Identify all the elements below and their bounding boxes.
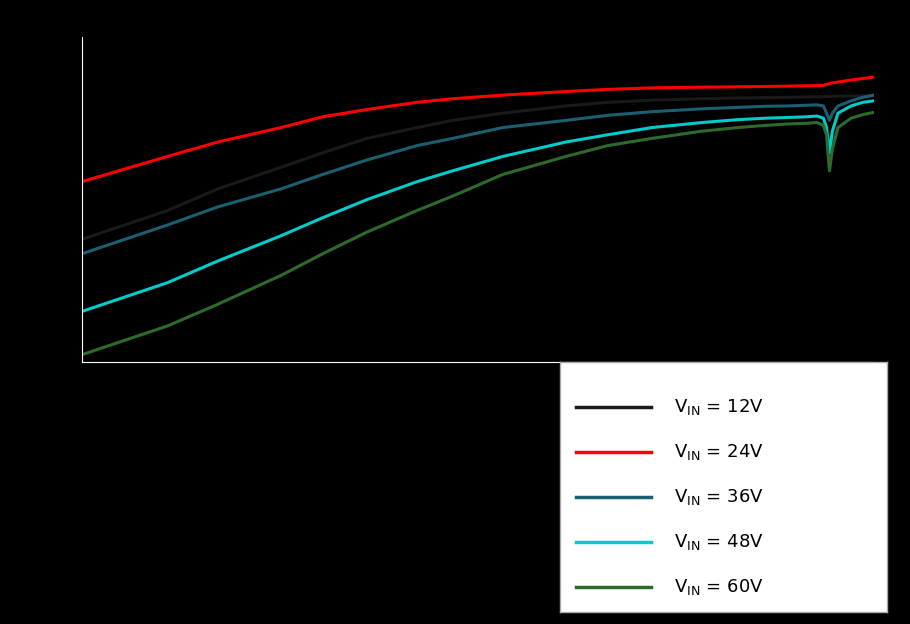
Text: $\mathregular{V_{IN}}$ = 48V: $\mathregular{V_{IN}}$ = 48V [674, 532, 764, 552]
Text: $\mathregular{V_{IN}}$ = 60V: $\mathregular{V_{IN}}$ = 60V [674, 577, 764, 597]
Text: $\mathregular{V_{IN}}$ = 12V: $\mathregular{V_{IN}}$ = 12V [674, 397, 764, 417]
Text: $\mathregular{V_{IN}}$ = 24V: $\mathregular{V_{IN}}$ = 24V [674, 442, 764, 462]
Text: $\mathregular{V_{IN}}$ = 36V: $\mathregular{V_{IN}}$ = 36V [674, 487, 764, 507]
